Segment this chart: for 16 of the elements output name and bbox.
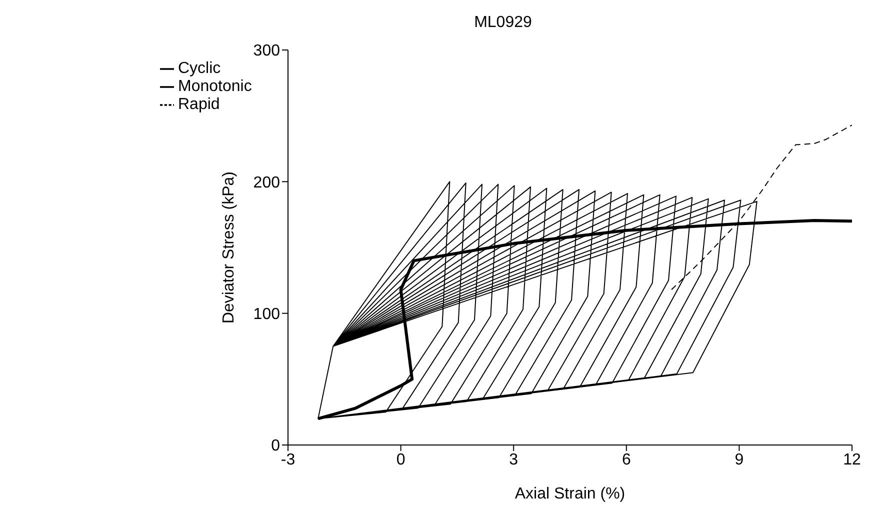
y-tick-label: 0 — [271, 438, 280, 455]
legend-label: Monotonic — [178, 78, 252, 95]
y-axis-title: Deviator Stress (kPa) — [220, 171, 238, 324]
y-tick-label: 300 — [253, 42, 280, 60]
x-tick-label: -3 — [280, 451, 296, 468]
legend-label: Cyclic — [178, 60, 221, 77]
y-tick-label: 200 — [253, 174, 280, 192]
y-tick-label: 100 — [253, 306, 280, 324]
x-tick-label: 6 — [622, 451, 631, 468]
x-tick-label: 12 — [843, 451, 861, 468]
x-tick-label: 9 — [734, 451, 744, 468]
chart-title: ML0929 — [473, 14, 533, 32]
legend-label: Rapid — [178, 96, 220, 113]
x-axis-title: Axial Strain (%) — [514, 485, 626, 502]
x-tick-label: 0 — [396, 451, 406, 468]
x-tick-label: 3 — [509, 451, 518, 468]
